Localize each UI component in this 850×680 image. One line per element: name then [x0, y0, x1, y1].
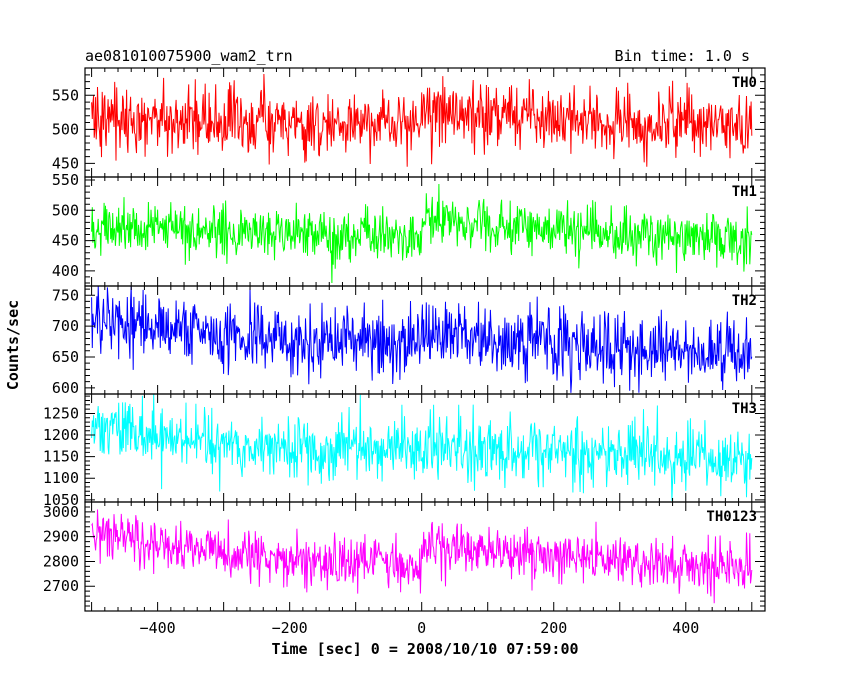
y-tick-label: 550 — [52, 86, 79, 104]
panel-label-th1: TH1 — [732, 184, 757, 200]
y-tick-label: 700 — [52, 317, 79, 335]
axis-ticks — [85, 67, 765, 611]
y-tick-label: 3000 — [43, 503, 79, 521]
y-tick-label: 2900 — [43, 528, 79, 546]
x-tick-label: −400 — [140, 619, 176, 637]
x-tick-label: 0 — [417, 619, 426, 637]
series-line-th1 — [91, 183, 753, 284]
y-tick-label: 2700 — [43, 577, 79, 595]
y-tick-label: 450 — [52, 232, 79, 250]
x-axis-label: Time [sec] 0 = 2008/10/10 07:59:00 — [271, 640, 578, 658]
x-tick-label: 200 — [540, 619, 567, 637]
y-tick-label: 500 — [52, 120, 79, 138]
series-line-th2 — [91, 285, 753, 393]
x-tick-label: 400 — [672, 619, 699, 637]
series-line-th3 — [91, 393, 753, 501]
y-tick-label: 400 — [52, 262, 79, 280]
y-axis-label: Counts/sec — [4, 300, 22, 390]
series-traces — [91, 73, 753, 604]
y-tick-label: 1250 — [43, 404, 79, 422]
y-tick-label: 1200 — [43, 426, 79, 444]
y-tick-label: 550 — [52, 171, 79, 189]
y-tick-label: 500 — [52, 201, 79, 219]
y-tick-label: 600 — [52, 379, 79, 397]
y-tick-label: 450 — [52, 154, 79, 172]
series-line-th0 — [91, 73, 753, 167]
y-tick-label: 2800 — [43, 552, 79, 570]
panel-label-th3: TH3 — [732, 401, 757, 417]
chart-title-left: ae081010075900_wam2_trn — [85, 47, 293, 65]
x-tick-label: −200 — [272, 619, 308, 637]
y-tick-label: 750 — [52, 286, 79, 304]
y-tick-label: 650 — [52, 348, 79, 366]
y-tick-label: 1150 — [43, 448, 79, 466]
panel-label-th2: TH2 — [732, 293, 757, 309]
axis-labels: 450 500 550 TH0 400 450 500 550 TH1 600 650 700 750 T… — [43, 75, 757, 637]
panel-label-th0123: TH0123 — [706, 509, 757, 525]
chart-title-right: Bin time: 1.0 s — [615, 47, 750, 65]
series-line-th0123 — [91, 509, 753, 604]
panel-label-th0: TH0 — [732, 75, 757, 91]
y-tick-label: 1050 — [43, 491, 79, 509]
y-tick-label: 1100 — [43, 469, 79, 487]
